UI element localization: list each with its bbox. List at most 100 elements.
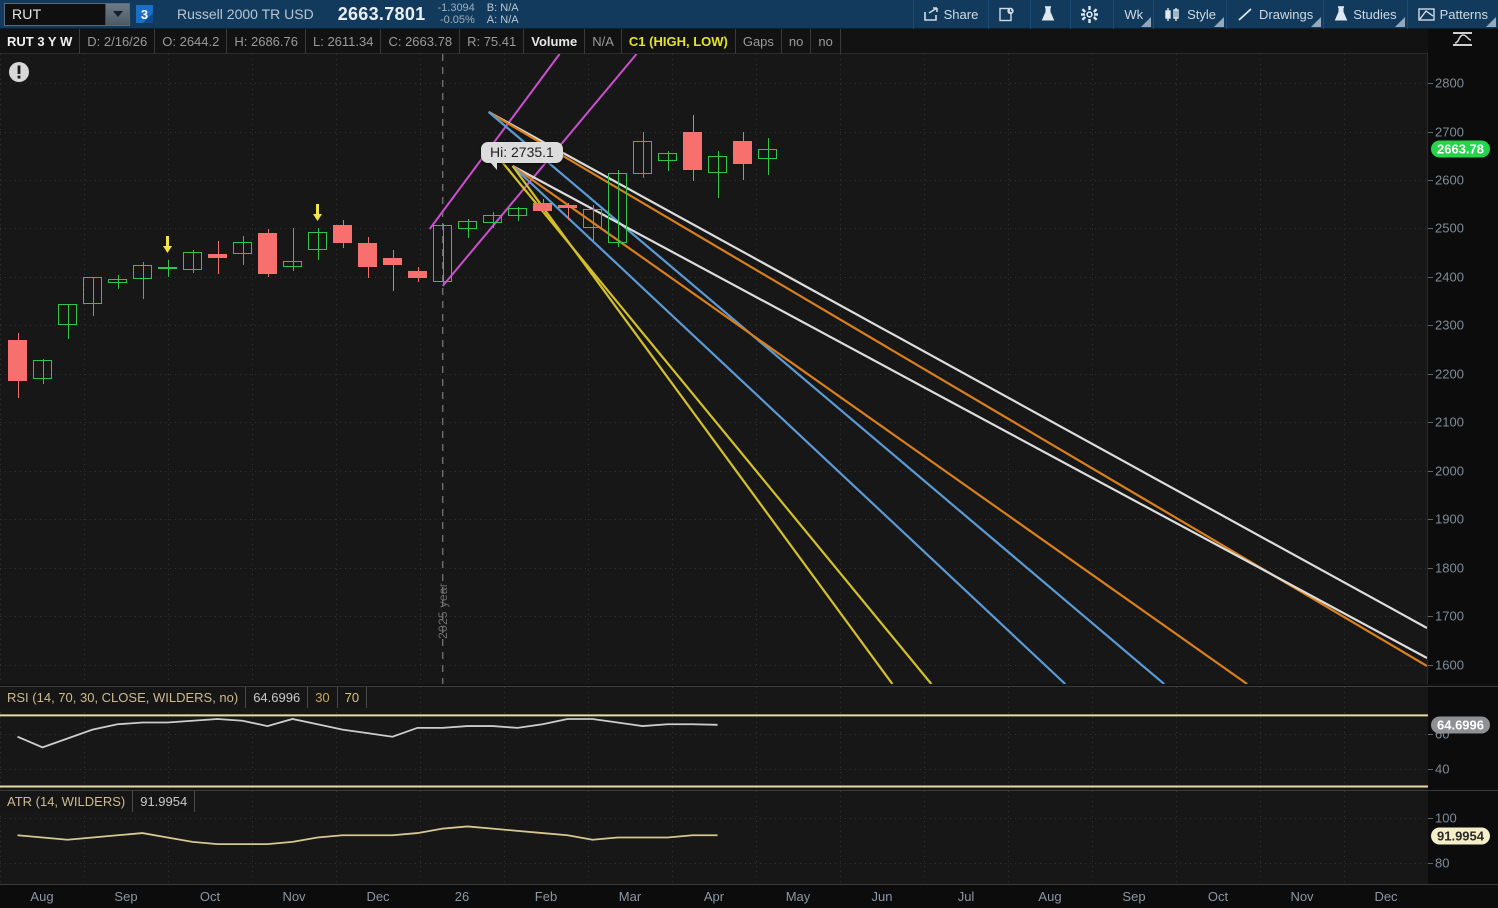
candle-body	[583, 209, 602, 229]
rsi-study-name[interactable]: RSI (14, 70, 30, CLOSE, WILDERS, no)	[0, 687, 247, 708]
candle-wick	[92, 276, 94, 316]
time-axis[interactable]: Aug Sep Oct Nov Dec 26 Feb Mar Apr May Jun Jul Aug Se…	[0, 884, 1498, 908]
price-tick: 1700	[1435, 608, 1464, 624]
rsi-study-header[interactable]: RSI (14, 70, 30, CLOSE, WILDERS, no) 64.…	[0, 687, 368, 708]
gridline-v	[840, 791, 841, 884]
settings-button[interactable]	[1070, 0, 1113, 29]
patterns-button[interactable]: Patterns	[1406, 0, 1498, 29]
chart-info-row: RUT 3 Y W D: 2/16/26 O: 2644.2 H: 2686.7…	[0, 28, 1498, 54]
studies-button[interactable]: Studies	[1323, 0, 1406, 29]
candle-body	[633, 141, 652, 175]
chart-scale-icon[interactable]	[1452, 30, 1474, 53]
chart-index-badge[interactable]: 3	[136, 5, 153, 23]
price-tick: 2500	[1435, 220, 1464, 236]
gridline-v	[420, 791, 421, 884]
price-tick: 2300	[1435, 317, 1464, 333]
gridline-h	[0, 519, 1427, 521]
gridline-h	[0, 733, 1428, 735]
gridline-v	[756, 54, 757, 684]
gridline-v	[840, 687, 841, 790]
change-absolute: -1.3094	[437, 2, 475, 14]
candle-body	[258, 233, 277, 275]
patterns-label: Patterns	[1439, 6, 1488, 22]
candle-wick	[517, 206, 519, 222]
candle-body	[108, 278, 127, 283]
gridline-v	[924, 791, 925, 884]
atr-pane[interactable]: ATR (14, WILDERS) 91.9954	[0, 790, 1428, 884]
gridline-v	[504, 687, 505, 790]
price-tick-mark	[1428, 131, 1433, 133]
atr-study-name[interactable]: ATR (14, WILDERS)	[0, 791, 134, 812]
share-button[interactable]: Share	[912, 0, 989, 29]
rsi-study-value: 64.6996	[246, 687, 309, 708]
time-tick: Feb	[534, 889, 558, 904]
atr-axis[interactable]: 100 80 91.9954	[1428, 790, 1498, 884]
candle-body	[483, 214, 502, 223]
gridline-v	[924, 687, 925, 790]
price-tick: 2000	[1435, 463, 1464, 479]
candle-wick	[67, 303, 69, 339]
time-tick: Oct	[199, 889, 221, 904]
info-gaps-label: Gaps	[736, 28, 782, 54]
candles-icon	[1164, 7, 1182, 22]
study-tick-mark	[1428, 862, 1433, 864]
time-tick: Mar	[618, 889, 642, 904]
gridline-h	[0, 228, 1427, 230]
gridline-h	[0, 769, 1428, 771]
info-overlay-study[interactable]: C1 (HIGH, LOW)	[622, 28, 736, 54]
candle-body	[208, 253, 227, 258]
candle-wick	[292, 228, 294, 272]
info-range: R: 75.41	[460, 28, 525, 54]
main-chart-pane[interactable]: 2025 year Hi: 2735.1	[0, 54, 1428, 684]
snapshot-button[interactable]	[988, 0, 1030, 29]
symbol-dropdown-button[interactable]	[105, 3, 129, 25]
symbol-input[interactable]: RUT	[4, 2, 130, 26]
candle-wick	[42, 359, 44, 384]
chart-title: RUT 3 Y W	[0, 28, 81, 54]
price-tick-mark	[1428, 180, 1433, 181]
gridline-h	[0, 664, 1427, 666]
drawings-button[interactable]: Drawings	[1226, 0, 1323, 29]
price-tick: 2700	[1435, 124, 1464, 140]
gridline-h	[0, 817, 1428, 819]
down-arrow-icon	[312, 204, 323, 222]
vertical-line-label: 2025 year	[436, 582, 450, 639]
price-axis-header[interactable]	[1428, 29, 1498, 54]
gridline-h	[0, 470, 1427, 472]
gridline-v	[588, 791, 589, 884]
gridline-h	[0, 862, 1428, 864]
candle-body	[133, 264, 152, 280]
warning-icon[interactable]	[8, 61, 30, 83]
time-tick: Dec	[1374, 889, 1398, 904]
studies-flask-button[interactable]	[1030, 0, 1070, 29]
symbol-text[interactable]: RUT	[12, 6, 42, 22]
gridline-v	[420, 54, 421, 684]
atr-study-value: 91.9954	[133, 791, 196, 812]
gridline-v	[0, 54, 1, 684]
style-label: Style	[1187, 6, 1217, 22]
time-tick: Nov	[1290, 889, 1314, 904]
current-price-badge: 2663.78	[1431, 140, 1490, 158]
style-button[interactable]: Style	[1153, 0, 1226, 29]
rsi-pane[interactable]: RSI (14, 70, 30, CLOSE, WILDERS, no) 64.…	[0, 686, 1428, 790]
timeframe-button[interactable]: Wk	[1113, 0, 1153, 29]
candle-wick	[492, 211, 494, 229]
gridline-v	[588, 54, 589, 684]
candle-body	[758, 148, 777, 159]
gridline-h	[0, 422, 1427, 424]
rsi-axis[interactable]: 6040 64.6996	[1428, 686, 1498, 790]
price-axis[interactable]: 2800 2700 2600 2500 2400 2300 2200 2100 2000 1900…	[1428, 54, 1498, 684]
gridline-h	[0, 616, 1427, 618]
flask-icon	[1334, 6, 1348, 22]
atr-study-header[interactable]: ATR (14, WILDERS) 91.9954	[0, 791, 196, 812]
candle-wick	[317, 228, 319, 260]
instrument-name: Russell 2000 TR USD	[177, 6, 314, 22]
gridline-v	[1344, 791, 1345, 884]
info-volume-label: Volume	[524, 28, 586, 54]
info-date: D: 2/16/26	[80, 28, 156, 54]
gridline-v	[1008, 54, 1009, 684]
time-tick: Dec	[366, 889, 390, 904]
candle-body	[558, 205, 577, 209]
gridline-v	[168, 54, 169, 684]
price-tick: 2600	[1435, 172, 1464, 188]
